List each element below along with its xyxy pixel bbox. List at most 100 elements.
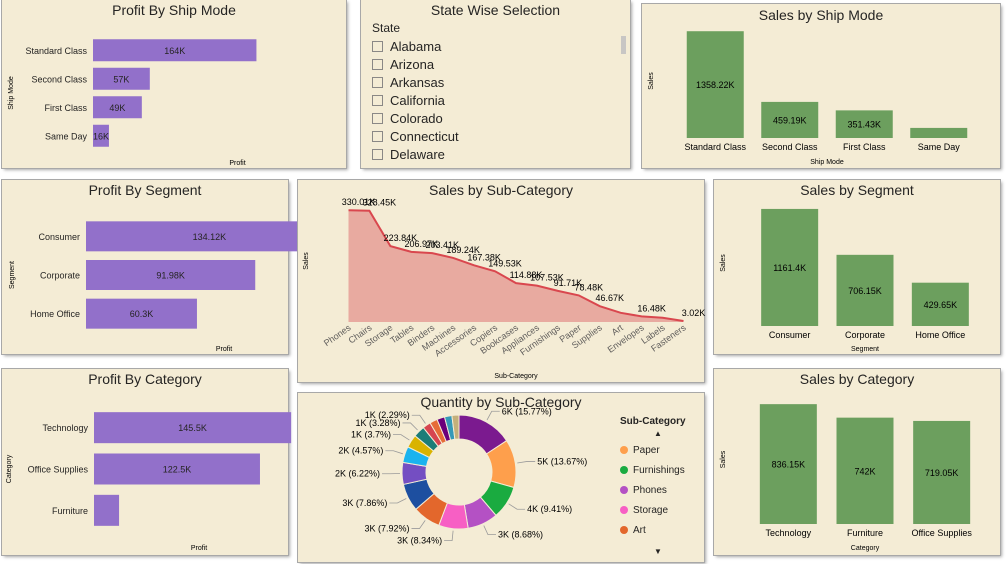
legend-scroll-down-icon[interactable]: ▼ — [654, 547, 662, 556]
state-option[interactable]: Alabama — [372, 37, 441, 55]
checkbox[interactable] — [372, 148, 383, 160]
checkbox[interactable] — [372, 76, 383, 88]
donut-slice[interactable] — [451, 414, 460, 440]
bar[interactable] — [759, 404, 817, 524]
bar[interactable] — [93, 67, 150, 90]
legend-item[interactable]: Furnishings — [620, 463, 685, 477]
data-label: 3.02K — [682, 308, 706, 318]
sales-by-ship-mode-card[interactable]: Sales by Ship Mode Standard Class 1358.22… — [642, 4, 1000, 168]
state-option[interactable]: California — [372, 91, 445, 109]
bar[interactable] — [910, 127, 968, 138]
quantity-by-sub-category-card[interactable]: Quantity by Sub-Category 6K (15.77%) 5K (… — [298, 393, 704, 562]
sales-by-category-card[interactable]: Sales by Category Technology 836.15K Furni… — [714, 369, 1000, 555]
bar[interactable] — [913, 420, 971, 524]
profit-by-ship-mode-card[interactable]: Profit By Ship Mode Standard Class 164K Se… — [2, 0, 346, 168]
leader-line — [385, 450, 403, 455]
legend-title: Sub-Category — [620, 416, 686, 427]
legend-item[interactable]: Paper — [620, 443, 660, 457]
state-label: Alabama — [390, 38, 442, 54]
profit-by-segment-chart[interactable]: Consumer 134.12K Corporate 91.98K Home Offic… — [2, 180, 333, 354]
bar[interactable] — [93, 124, 109, 147]
bar[interactable] — [86, 298, 197, 329]
data-label: 189.24K — [446, 245, 480, 255]
profit-by-segment-card[interactable]: Profit By Segment Consumer 134.12K Corpora… — [2, 180, 333, 354]
data-label: 351.43K — [847, 120, 881, 130]
bar[interactable] — [911, 282, 969, 326]
x-axis-title: Ship Mode — [810, 159, 844, 166]
bar[interactable] — [761, 208, 819, 326]
checkbox[interactable] — [372, 112, 383, 124]
data-label: 1K (3.7%) — [351, 430, 391, 440]
profit-by-ship-mode-chart[interactable]: Standard Class 164K Second Class 57K First C… — [2, 0, 346, 168]
chart-title: Profit By Ship Mode — [112, 2, 236, 18]
state-option[interactable]: Arkansas — [372, 73, 444, 91]
profit-by-category-card[interactable]: Profit By Category Technology 145.5K Offic… — [2, 369, 292, 555]
bar[interactable] — [93, 96, 142, 119]
category-label: Corporate — [845, 330, 885, 340]
legend-marker — [620, 446, 628, 454]
category-label: Office Supplies — [28, 465, 89, 475]
bar[interactable] — [86, 221, 333, 252]
category-label: Second Class — [762, 142, 818, 152]
slicer-scrollbar[interactable] — [621, 36, 626, 54]
chart-title: Sales by Sub-Category — [429, 182, 573, 198]
bar[interactable] — [836, 417, 894, 524]
data-label: 49K — [109, 103, 125, 113]
data-label: 16K — [93, 131, 109, 141]
category-label: Consumer — [38, 232, 80, 242]
data-label: 2K (4.57%) — [338, 446, 383, 456]
bar[interactable] — [94, 453, 260, 485]
leader-line — [411, 520, 426, 529]
bar[interactable] — [94, 494, 120, 526]
sales-by-sub-category-chart[interactable]: Phones330.01KChairs328.45KStorage223.84K… — [298, 180, 706, 382]
x-axis-title: Segment — [851, 346, 879, 353]
legend-item[interactable]: Phones — [620, 483, 667, 497]
sales-by-segment-chart[interactable]: Consumer 1161.4K Corporate 706.15K Home Offi… — [714, 180, 1000, 354]
bar[interactable] — [835, 110, 893, 138]
state-option[interactable]: Delaware — [372, 145, 445, 163]
bar[interactable] — [93, 39, 257, 62]
bar[interactable] — [686, 31, 744, 139]
bar[interactable] — [836, 254, 894, 326]
y-axis-title: Sales — [648, 72, 655, 90]
leader-line — [402, 422, 418, 431]
profit-by-category-chart[interactable]: Technology 145.5K Office Supplies 122.5K Fur… — [2, 369, 292, 555]
checkbox[interactable] — [372, 58, 383, 70]
area-line — [348, 209, 684, 322]
data-label: 3K (7.92%) — [364, 524, 409, 534]
checkbox[interactable] — [372, 94, 383, 106]
state-option[interactable]: Colorado — [372, 109, 443, 127]
legend-marker — [620, 526, 628, 534]
data-label: 330.01K — [342, 197, 376, 207]
chart-title: Quantity by Sub-Category — [420, 394, 582, 410]
sales-by-category-chart[interactable]: Technology 836.15K Furniture 742K Office Sup… — [714, 369, 1000, 555]
y-axis-title: Sales — [720, 450, 727, 468]
checkbox[interactable] — [372, 130, 383, 142]
leader-line — [486, 410, 500, 421]
leader-line — [517, 461, 536, 464]
data-label: 719.05K — [925, 468, 959, 478]
category-label: Furniture — [52, 506, 88, 516]
y-axis-title: Segment — [9, 261, 16, 289]
bar[interactable] — [761, 101, 819, 138]
data-label: 3K (7.86%) — [342, 498, 387, 508]
legend-item[interactable]: Storage — [620, 503, 668, 517]
data-label: 91.98K — [156, 271, 185, 281]
sales-by-segment-card[interactable]: Sales by Segment Consumer 1161.4K Corporat… — [714, 180, 1000, 354]
bar[interactable] — [94, 412, 292, 444]
legend-item[interactable]: Art — [620, 523, 646, 537]
sales-by-sub-category-card[interactable]: Sales by Sub-Category Phones 330.01K Chair… — [298, 180, 706, 382]
category-label: Standard Class — [684, 142, 746, 152]
legend-scroll-up-icon[interactable]: ▲ — [654, 429, 662, 438]
checkbox[interactable] — [372, 40, 383, 52]
bar[interactable] — [86, 260, 256, 290]
category-label: First Class — [45, 103, 88, 113]
x-axis-title: Profit — [229, 160, 245, 167]
x-axis-title: Profit — [191, 545, 207, 552]
data-label: 328.45K — [363, 198, 397, 208]
sales-by-ship-mode-chart[interactable]: Standard Class 1358.22K Second Class 459.19… — [642, 4, 1000, 168]
state-option[interactable]: Arizona — [372, 55, 434, 73]
quantity-by-sub-category-chart[interactable]: 6K (15.77%) 5K (13.67%) 4K (9.41%) 3K (8.68… — [298, 393, 704, 562]
state-option[interactable]: Connecticut — [372, 127, 459, 145]
state-slicer-card[interactable]: State Wise Selection State Alabama Arizon… — [361, 0, 630, 168]
